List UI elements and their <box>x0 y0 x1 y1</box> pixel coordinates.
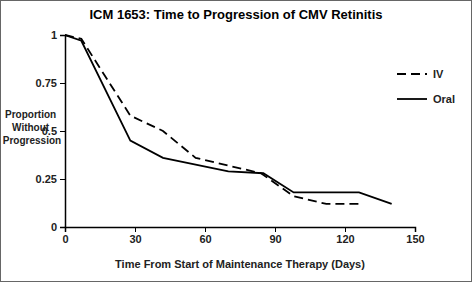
x-tick-mark <box>135 227 136 232</box>
x-tick: 90 <box>269 227 281 245</box>
y-tick: 0.25 <box>36 173 65 185</box>
x-tick-label: 150 <box>406 233 424 245</box>
y-tick-mark <box>60 35 65 36</box>
x-tick: 0 <box>62 227 68 245</box>
legend-swatch <box>397 73 427 75</box>
x-tick: 30 <box>129 227 141 245</box>
x-tick-mark <box>345 227 346 232</box>
x-tick-label: 30 <box>129 233 141 245</box>
y-tick-label: 0 <box>51 221 57 233</box>
y-axis-title: Proportion Without Progression <box>3 109 61 146</box>
y-axis-line <box>60 36 66 228</box>
legend-swatch <box>397 98 427 100</box>
y-tick: 0.75 <box>36 77 65 89</box>
series-line <box>65 35 359 204</box>
chart: 030609012015000.250.50.751ICM 1653: Time… <box>0 0 472 282</box>
y-tick-mark <box>60 83 65 84</box>
x-tick-mark <box>275 227 276 232</box>
y-tick-label: 0.25 <box>36 173 57 185</box>
plot: 030609012015000.250.50.751 <box>36 29 425 245</box>
y-axis-title-line: Proportion <box>5 109 59 120</box>
y-axis-title-line: Without <box>12 122 52 133</box>
y-tick-mark <box>60 131 65 132</box>
x-tick: 60 <box>199 227 211 245</box>
y-tick: 1 <box>51 29 65 41</box>
legend-label: IV <box>433 68 444 80</box>
y-tick-mark <box>60 227 65 228</box>
y-tick-label: 1 <box>51 29 57 41</box>
legend-item: IV <box>397 68 444 80</box>
series-line <box>65 35 392 204</box>
legend: IV Oral <box>397 68 455 105</box>
x-tick: 150 <box>406 227 424 245</box>
lines <box>65 35 392 204</box>
x-axis-title: Time From Start of Maintenance Therapy (… <box>115 258 365 270</box>
x-tick-label: 0 <box>62 233 68 245</box>
legend-item: Oral <box>397 93 455 105</box>
x-tick-label: 60 <box>199 233 211 245</box>
x-tick: 120 <box>336 227 354 245</box>
y-tick-mark <box>60 179 65 180</box>
x-tick-label: 90 <box>269 233 281 245</box>
legend-label: Oral <box>433 93 455 105</box>
x-tick-label: 120 <box>336 233 354 245</box>
x-axis-line <box>66 228 416 233</box>
y-tick: 0 <box>51 221 65 233</box>
title: ICM 1653: Time to Progression of CMV Ret… <box>89 7 382 22</box>
y-tick-label: 0.75 <box>36 77 57 89</box>
x-tick-mark <box>415 227 416 232</box>
frame <box>1 1 472 282</box>
x-axis: 0 30 60 90 120 150 <box>62 227 424 245</box>
y-axis-title-line: Progression <box>3 135 61 146</box>
x-tick-mark <box>205 227 206 232</box>
